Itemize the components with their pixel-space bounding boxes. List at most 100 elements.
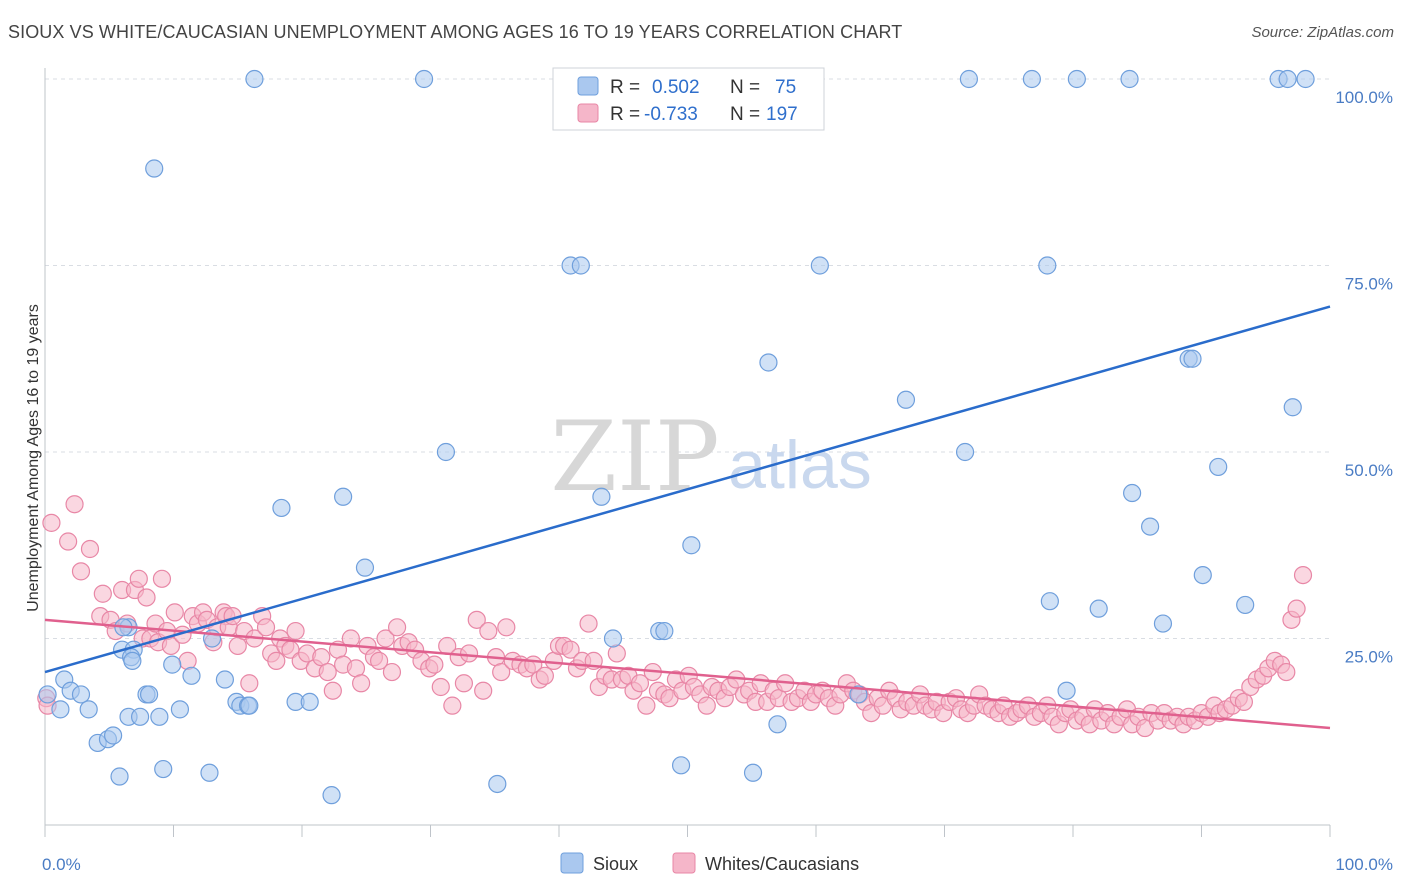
white-point xyxy=(93,584,112,603)
white-point xyxy=(382,662,402,682)
white-point xyxy=(1287,599,1306,618)
white-point xyxy=(561,640,580,659)
sioux-point xyxy=(272,498,291,518)
watermark: ZIP atlas xyxy=(550,401,871,513)
series-legend: Sioux Whites/Caucasians xyxy=(560,852,859,874)
white-point xyxy=(630,674,650,693)
sioux-point xyxy=(182,666,201,685)
sioux-point xyxy=(849,685,868,704)
sioux-point xyxy=(1153,614,1173,633)
white-point xyxy=(178,651,197,670)
white-point xyxy=(267,651,286,670)
white-point xyxy=(370,651,389,670)
white-point xyxy=(1277,662,1296,682)
y-tick-label: 25.0% xyxy=(1345,648,1393,667)
sioux-point xyxy=(759,353,778,372)
white-point xyxy=(240,674,259,693)
white-point xyxy=(431,677,450,697)
sioux-n-value: 75 xyxy=(775,77,796,98)
white-r-label: R = xyxy=(610,104,640,125)
sioux-point xyxy=(1278,69,1297,89)
sioux-point xyxy=(334,487,353,506)
sioux-point xyxy=(1022,69,1041,89)
sioux-point xyxy=(682,536,701,555)
chart-title: SIOUX VS WHITE/CAUCASIAN UNEMPLOYMENT AM… xyxy=(8,22,903,42)
white-point xyxy=(425,655,444,674)
white-series-points xyxy=(37,495,1313,738)
sioux-point xyxy=(603,629,623,648)
white-point xyxy=(352,674,371,693)
sioux-point xyxy=(322,786,341,805)
white-trend-line xyxy=(44,618,1331,730)
sioux-point xyxy=(1183,349,1202,368)
y-tick-label: 75.0% xyxy=(1345,275,1393,294)
source-label: Source: ZipAtlas.com xyxy=(1251,24,1394,41)
sioux-trend-line xyxy=(44,305,1331,674)
sioux-point xyxy=(1296,69,1315,89)
y-axis-label: Unemployment Among Ages 16 to 19 years xyxy=(25,304,42,612)
tick-labels: 100.0% 75.0% 50.0% 25.0% 0.0% 100.0% xyxy=(42,88,1393,874)
sioux-point xyxy=(150,707,169,726)
sioux-point xyxy=(1038,256,1057,275)
white-point xyxy=(65,495,84,514)
white-point xyxy=(637,696,656,715)
white-point xyxy=(579,614,598,633)
sioux-legend-label: Sioux xyxy=(593,854,638,874)
sioux-point xyxy=(1140,517,1160,536)
white-point xyxy=(256,618,276,637)
white-point xyxy=(165,603,184,622)
y-tick-label: 50.0% xyxy=(1345,461,1393,480)
sioux-point xyxy=(79,700,98,719)
white-point xyxy=(492,662,511,682)
x-tick-label: 0.0% xyxy=(42,855,81,874)
sioux-point xyxy=(743,763,763,782)
white-point xyxy=(1293,565,1313,585)
y-tick-label: 100.0% xyxy=(1335,88,1393,107)
sioux-point xyxy=(488,774,507,794)
sioux-r-value: 0.502 xyxy=(652,77,700,98)
sioux-point xyxy=(1089,599,1108,618)
sioux-point xyxy=(810,256,829,275)
sioux-point xyxy=(300,692,319,712)
white-r-value: -0.733 xyxy=(644,104,698,125)
sioux-point xyxy=(38,685,57,704)
sioux-point xyxy=(355,558,375,577)
white-point xyxy=(497,618,516,637)
white-point xyxy=(80,539,100,559)
sioux-point xyxy=(414,69,434,89)
white-point xyxy=(318,662,337,682)
white-point xyxy=(454,674,474,693)
sioux-point xyxy=(200,763,219,782)
sioux-point xyxy=(955,442,975,462)
white-point xyxy=(535,666,554,685)
sioux-point xyxy=(71,685,91,704)
sioux-point xyxy=(1057,681,1076,700)
sioux-point xyxy=(592,487,611,506)
sioux-point xyxy=(163,655,182,674)
grid-lines xyxy=(45,78,1330,639)
sioux-point xyxy=(130,707,150,726)
sioux-point xyxy=(655,621,674,641)
sioux-point xyxy=(768,715,787,734)
sioux-point xyxy=(110,767,129,786)
sioux-point xyxy=(245,69,264,89)
sioux-point xyxy=(51,700,70,719)
white-point xyxy=(607,644,626,663)
sioux-point xyxy=(154,759,173,779)
sioux-point xyxy=(1236,595,1255,615)
white-point xyxy=(323,681,342,700)
sioux-point xyxy=(1120,69,1139,89)
white-point xyxy=(137,588,156,607)
white-point xyxy=(459,644,479,663)
white-point xyxy=(443,696,462,715)
sioux-point xyxy=(170,700,190,719)
white-n-value: 197 xyxy=(766,104,798,125)
white-point xyxy=(152,569,172,588)
watermark-atlas: atlas xyxy=(728,427,872,503)
white-point xyxy=(474,681,493,700)
sioux-legend-swatch xyxy=(577,76,599,96)
sioux-n-label: N = xyxy=(730,77,760,98)
sioux-point xyxy=(896,390,916,409)
sioux-point xyxy=(240,696,259,715)
sioux-point xyxy=(1283,398,1302,417)
